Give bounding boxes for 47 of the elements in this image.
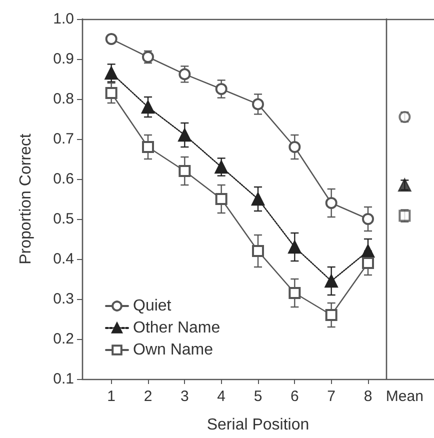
point xyxy=(142,141,154,153)
point xyxy=(324,274,338,288)
x-tick-label: 7 xyxy=(327,388,336,405)
x-tick-label: 6 xyxy=(290,388,299,405)
x-tick-label: 2 xyxy=(144,388,152,405)
y-tick-label: 0.3 xyxy=(53,290,74,308)
y-tick-label: 1.0 xyxy=(53,10,74,28)
y-tick-label: 0.7 xyxy=(53,130,74,148)
x-tick-label: 3 xyxy=(180,388,189,405)
x-tick-label: 1 xyxy=(107,388,116,405)
point xyxy=(178,68,191,80)
y-tick-label: 0.8 xyxy=(53,90,74,108)
point xyxy=(325,197,338,209)
point xyxy=(215,83,228,95)
legend-label: Own Name xyxy=(133,342,214,358)
point xyxy=(141,100,155,114)
y-tick-label: 0.1 xyxy=(53,370,74,388)
x-tick-label: Mean xyxy=(386,388,424,405)
point xyxy=(325,309,338,321)
y-tick-label: 0.9 xyxy=(53,50,74,68)
legend-label: Other Name xyxy=(133,320,220,336)
x-tick-label: 4 xyxy=(217,388,226,405)
legend-label: Quiet xyxy=(133,298,172,314)
y-tick-label: 0.5 xyxy=(53,210,74,228)
point xyxy=(252,98,264,110)
point xyxy=(362,257,374,269)
y-tick-label: 0.2 xyxy=(53,330,74,348)
x-axis-title: Serial Position xyxy=(206,416,310,434)
point xyxy=(362,213,374,225)
point xyxy=(361,244,375,258)
point xyxy=(178,165,191,177)
point xyxy=(214,160,228,174)
y-axis-title: Proportion Correct xyxy=(18,133,34,264)
point xyxy=(215,193,228,205)
point xyxy=(288,240,302,254)
point xyxy=(104,66,118,80)
point xyxy=(105,33,118,45)
y-tick-label: 0.4 xyxy=(53,250,74,268)
point xyxy=(178,128,192,142)
point xyxy=(288,141,301,153)
y-tick-label: 0.6 xyxy=(53,170,74,188)
x-tick-label: 8 xyxy=(364,388,372,405)
x-tick-label: 5 xyxy=(254,388,262,405)
point xyxy=(251,192,265,206)
point xyxy=(288,287,301,299)
point xyxy=(105,87,118,99)
point xyxy=(252,245,264,257)
